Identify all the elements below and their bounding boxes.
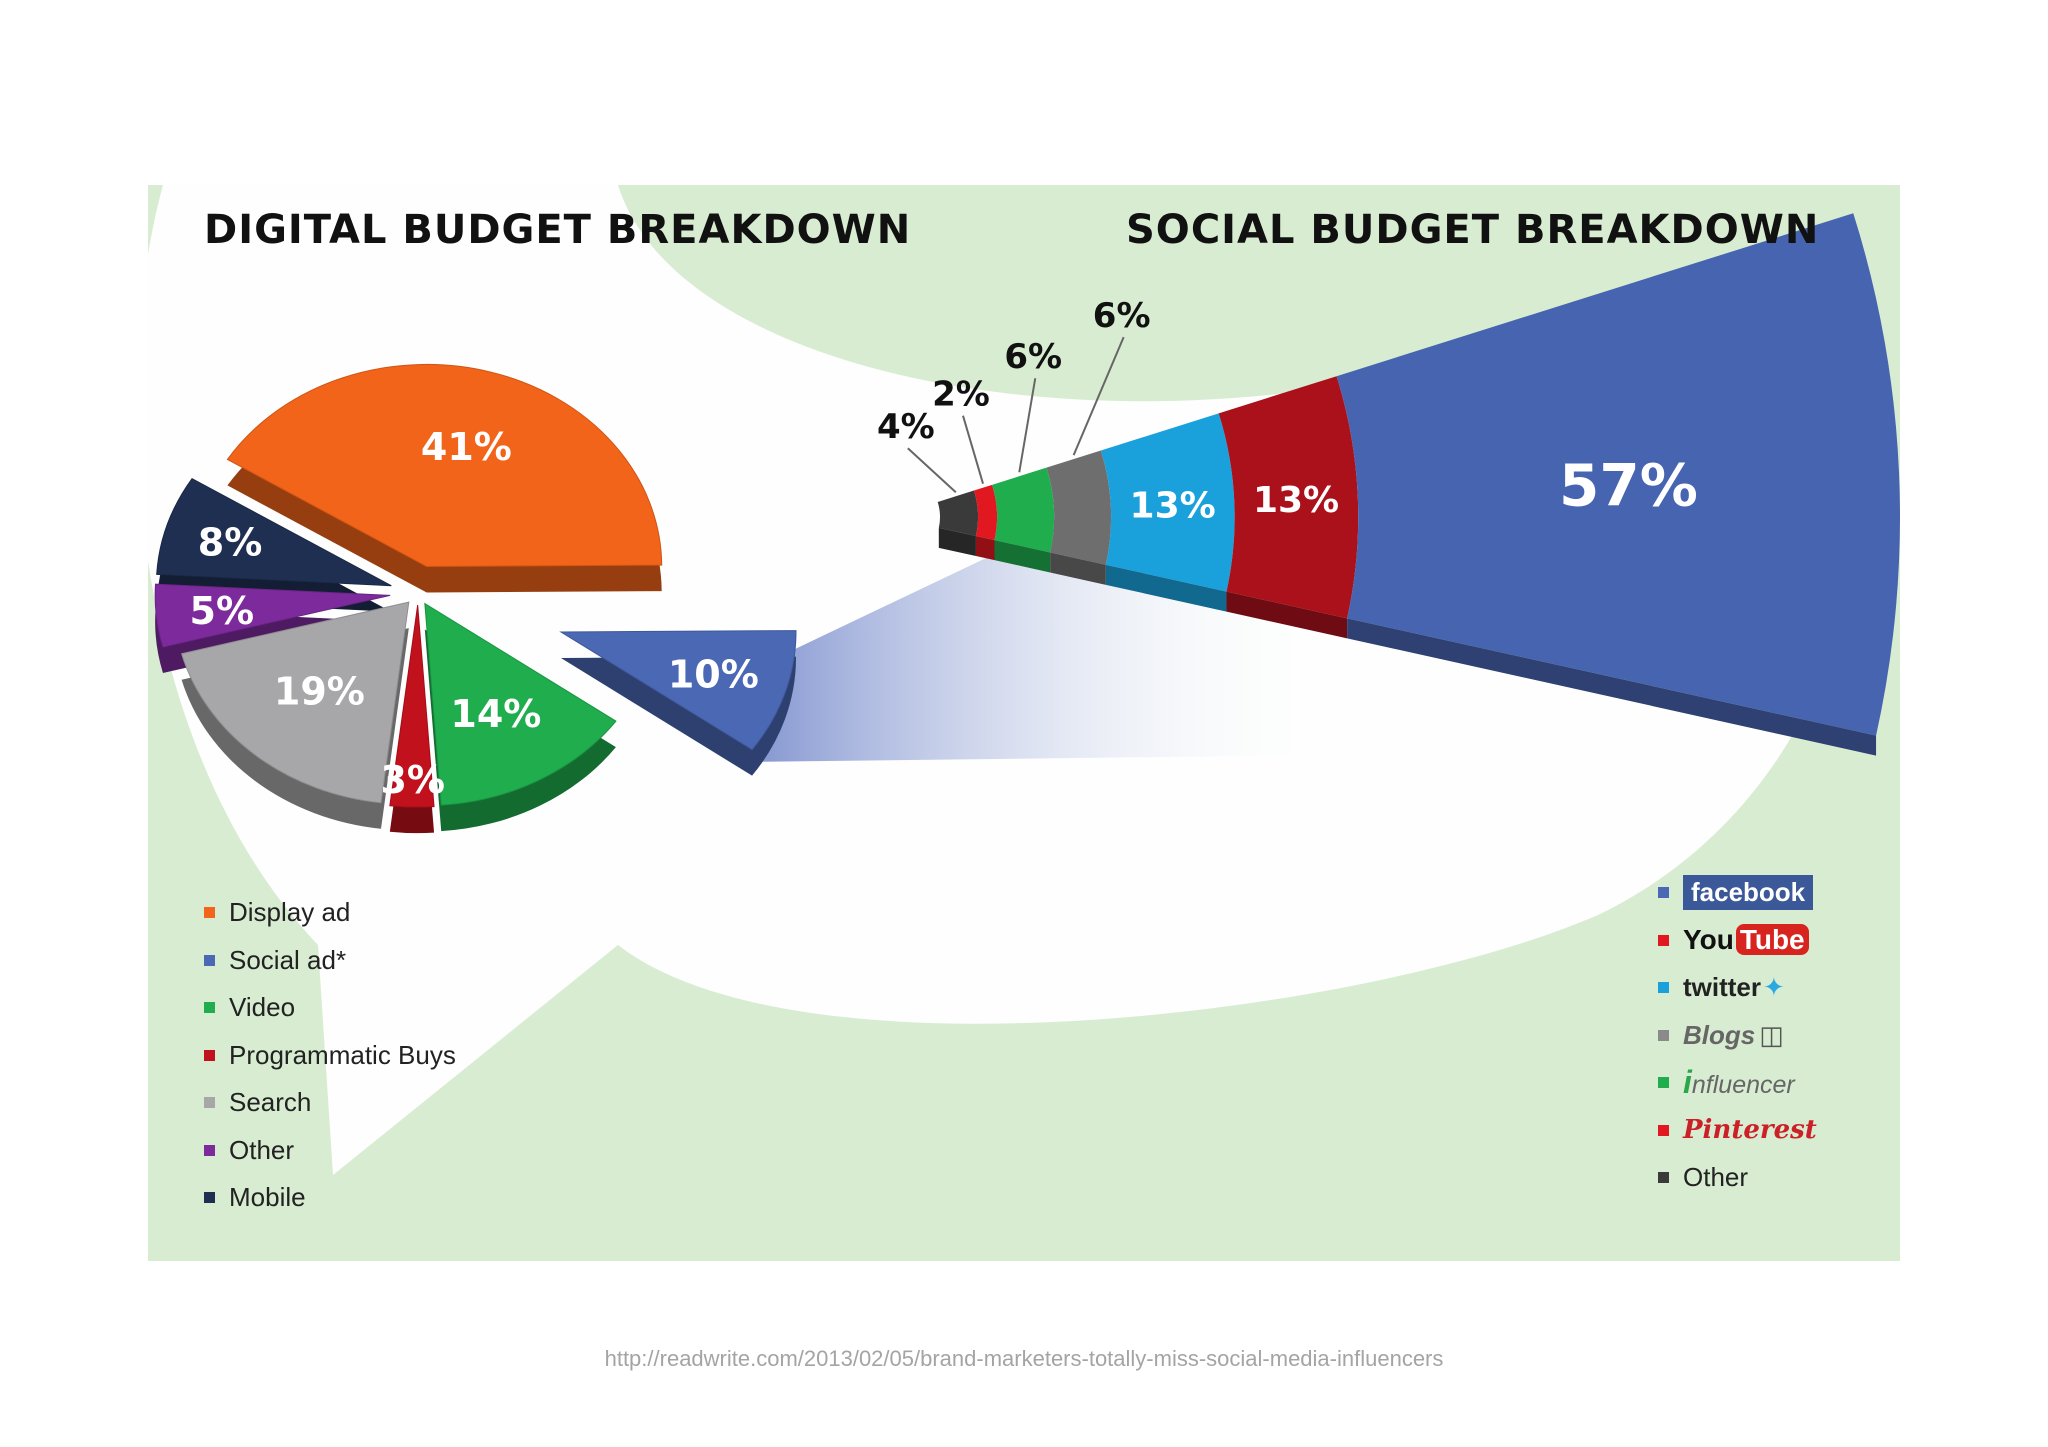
legend-label: Programmatic Buys: [229, 1039, 456, 1070]
pie-label-social-ad: 10%: [668, 653, 759, 697]
legend-item-other: Other: [204, 1127, 456, 1175]
fan-segment-influencer: [992, 467, 1055, 553]
legend-swatch: [204, 907, 215, 919]
fan-label-facebook: 57%: [1559, 452, 1698, 520]
pinterest-logo: Pinterest: [1683, 1115, 1817, 1146]
legend-item-facebook: facebook: [1658, 869, 1817, 917]
legend-item-programmatic-buys: Programmatic Buys: [204, 1032, 456, 1080]
legend-swatch: [204, 954, 215, 966]
social-legend: facebook You Tube twitter✦ Blogs ◫ influen…: [1658, 869, 1817, 1202]
pie-slice-display-ad: [226, 363, 663, 568]
legend-label: Display ad: [229, 897, 351, 928]
budget-charts: 41% 10% 14%3% 19% 5% 8% 13% 13% 57% 4%2% 6% 6%: [154, 213, 1900, 834]
legend-swatch: [1658, 1077, 1669, 1089]
fan-segment-side-youtube: [1226, 591, 1348, 639]
fan-segment-side-pinterest: [975, 536, 995, 561]
facebook-logo: facebook: [1683, 875, 1814, 911]
fan-label-twitter: 13%: [1130, 486, 1216, 527]
influencer-logo: influencer: [1683, 1064, 1795, 1101]
fan-segment-side-blogs: [1050, 552, 1106, 585]
legend-label: Other: [1683, 1162, 1749, 1193]
legend-item-blogs: Blogs ◫: [1658, 1012, 1817, 1060]
pie-label-display-ad: 41%: [421, 425, 512, 469]
youtube-logo-you: You: [1683, 924, 1734, 956]
legend-label: Social ad*: [229, 944, 347, 975]
fan-leader-pinterest: [962, 415, 984, 484]
twitter-bird-icon: ✦: [1763, 972, 1785, 1003]
pie-slice-search: [180, 601, 410, 804]
legend-swatch: [204, 1049, 215, 1061]
fan-segment-twitter: [1100, 413, 1235, 592]
fan-segment-side-influencer: [994, 540, 1051, 573]
fan-segment-side-other: [938, 527, 976, 557]
legend-item-display-ad: Display ad: [204, 889, 456, 937]
fan-segment-side-facebook: [1347, 618, 1877, 756]
twitter-logo: twitter✦: [1683, 972, 1785, 1003]
pie-slice-video: [424, 602, 617, 806]
pie-label-search: 19%: [274, 670, 365, 714]
fan-label-blogs: 6%: [1093, 296, 1151, 336]
legend-swatch: [204, 1192, 215, 1204]
legend-item-video: Video: [204, 984, 456, 1032]
fan-segment-pinterest: [973, 484, 998, 541]
twitter-logo-text: twitter: [1683, 972, 1761, 1003]
fan-label-influencer: 6%: [1004, 337, 1062, 377]
fan-segment-facebook: [1336, 213, 1900, 736]
legend-swatch: [1658, 1124, 1669, 1136]
legend-swatch: [1658, 934, 1669, 946]
legend-swatch: [204, 1144, 215, 1156]
fan-label-other: 4%: [877, 407, 935, 447]
pie-slice-mobile: [156, 477, 392, 587]
youtube-logo-tube: Tube: [1735, 924, 1809, 956]
legend-swatch: [1658, 887, 1669, 899]
fan-leader-other: [907, 447, 957, 493]
legend-item-mobile: Mobile: [204, 1174, 456, 1222]
legend-label: Video: [229, 992, 296, 1023]
pie-label-programmatic-buys: 3%: [380, 758, 445, 802]
legend-swatch: [1658, 1172, 1669, 1184]
digital-budget-title: DIGITAL BUDGET BREAKDOWN: [204, 207, 912, 253]
legend-item-influencer: influencer: [1658, 1059, 1817, 1107]
fan-segment-blogs: [1046, 450, 1112, 565]
fan-leader-blogs: [1072, 336, 1125, 456]
pie-label-video: 14%: [450, 692, 541, 736]
legend-item-social-ad: Social ad*: [204, 937, 456, 985]
legend-label: Search: [229, 1087, 312, 1118]
influencer-logo-text: nfluencer: [1691, 1071, 1795, 1100]
legend-item-youtube: You Tube: [1658, 917, 1817, 965]
blogs-logo: Blogs ◫: [1683, 1020, 1784, 1051]
social-budget-title: SOCIAL BUDGET BREAKDOWN: [1126, 207, 1820, 253]
pie-label-other: 5%: [190, 589, 255, 633]
source-url: http://readwrite.com/2013/02/05/brand-ma…: [604, 1346, 1444, 1371]
fan-label-pinterest: 2%: [932, 375, 990, 415]
fan-leader-influencer: [1018, 378, 1037, 473]
pie-slice-social-ad: [559, 630, 797, 751]
legend-item-pinterest: Pinterest: [1658, 1107, 1817, 1155]
fan-label-youtube: 13%: [1253, 480, 1339, 521]
pie-slice-programmatic-buys: [389, 604, 435, 808]
influencer-logo-i: i: [1683, 1064, 1692, 1101]
fan-segment-other: [937, 490, 979, 537]
infographic-panel: 41% 10% 14% 3% 19% 5% 8% 13% 13% 57% 4% 2% 6% 6% DIGI…: [148, 185, 1900, 1261]
pie-label-mobile: 8%: [198, 521, 263, 565]
legend-swatch: [1658, 982, 1669, 994]
youtube-logo: You Tube: [1683, 924, 1809, 956]
digital-legend: Display ad Social ad* Video Programmatic…: [204, 889, 456, 1222]
legend-item-other-social: Other: [1658, 1154, 1817, 1202]
legend-swatch: [1658, 1029, 1669, 1041]
blogs-logo-text: Blogs: [1683, 1019, 1756, 1050]
pie-slice-other: [154, 583, 391, 648]
legend-item-search: Search: [204, 1079, 456, 1127]
legend-item-twitter: twitter✦: [1658, 964, 1817, 1012]
legend-label: Other: [229, 1134, 295, 1165]
legend-swatch: [204, 1097, 215, 1109]
legend-label: Mobile: [229, 1182, 306, 1213]
laptop-icon: ◫: [1759, 1019, 1784, 1050]
fan-segment-youtube: [1218, 376, 1359, 619]
legend-swatch: [204, 1002, 215, 1014]
fan-segment-side-twitter: [1105, 564, 1227, 612]
